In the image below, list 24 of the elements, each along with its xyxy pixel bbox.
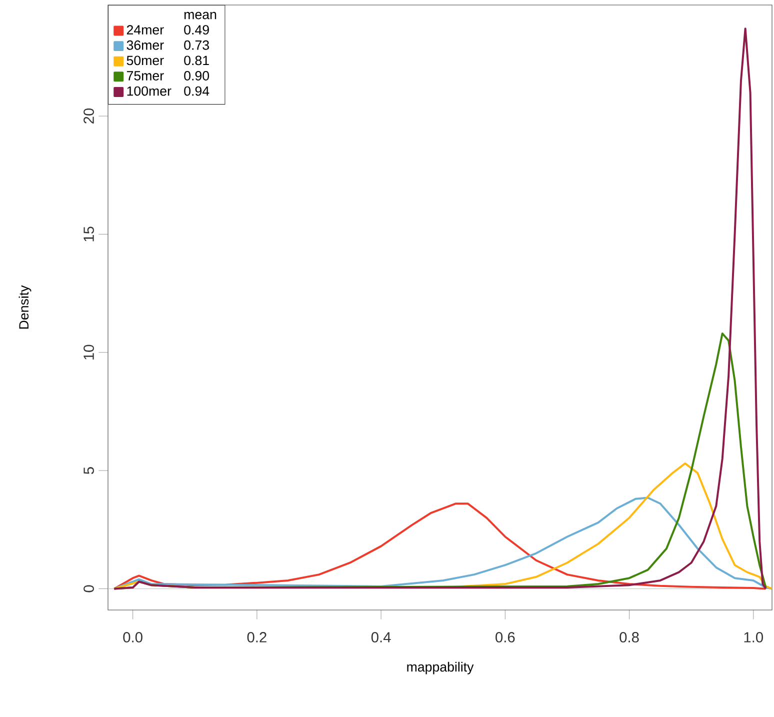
- y-axis-title: Density: [18, 285, 32, 329]
- legend-label: 100mer: [127, 86, 172, 96]
- legend-title: mean: [184, 12, 216, 20]
- x-tick-label: 0.2: [247, 632, 266, 642]
- legend-label: 50mer: [126, 56, 164, 66]
- x-tick-label: 0.6: [496, 632, 515, 642]
- annotation: 0.49: [184, 25, 209, 35]
- annotation: 0.94: [184, 86, 210, 96]
- y-tick-label: 0: [84, 585, 94, 592]
- x-tick-label: 1.0: [744, 632, 763, 642]
- legend-label: 36mer: [126, 40, 164, 50]
- annotation: 0.90: [184, 71, 210, 80]
- x-tick-label: 0.8: [620, 632, 639, 642]
- annotation: 0.73: [184, 40, 209, 50]
- annotation: 0.81: [184, 56, 209, 66]
- y-tick-label: 5: [84, 467, 94, 474]
- y-tick-label: 20: [84, 108, 94, 124]
- x-tick-label: 0.4: [371, 632, 391, 642]
- x-axis-title: mappability: [407, 662, 474, 674]
- y-tick-label: 10: [84, 344, 94, 360]
- legend-label: 24mer: [126, 25, 164, 35]
- legend-label: 75mer: [126, 71, 164, 80]
- x-tick-label: 0.0: [123, 632, 142, 642]
- y-tick-label: 15: [84, 226, 94, 242]
